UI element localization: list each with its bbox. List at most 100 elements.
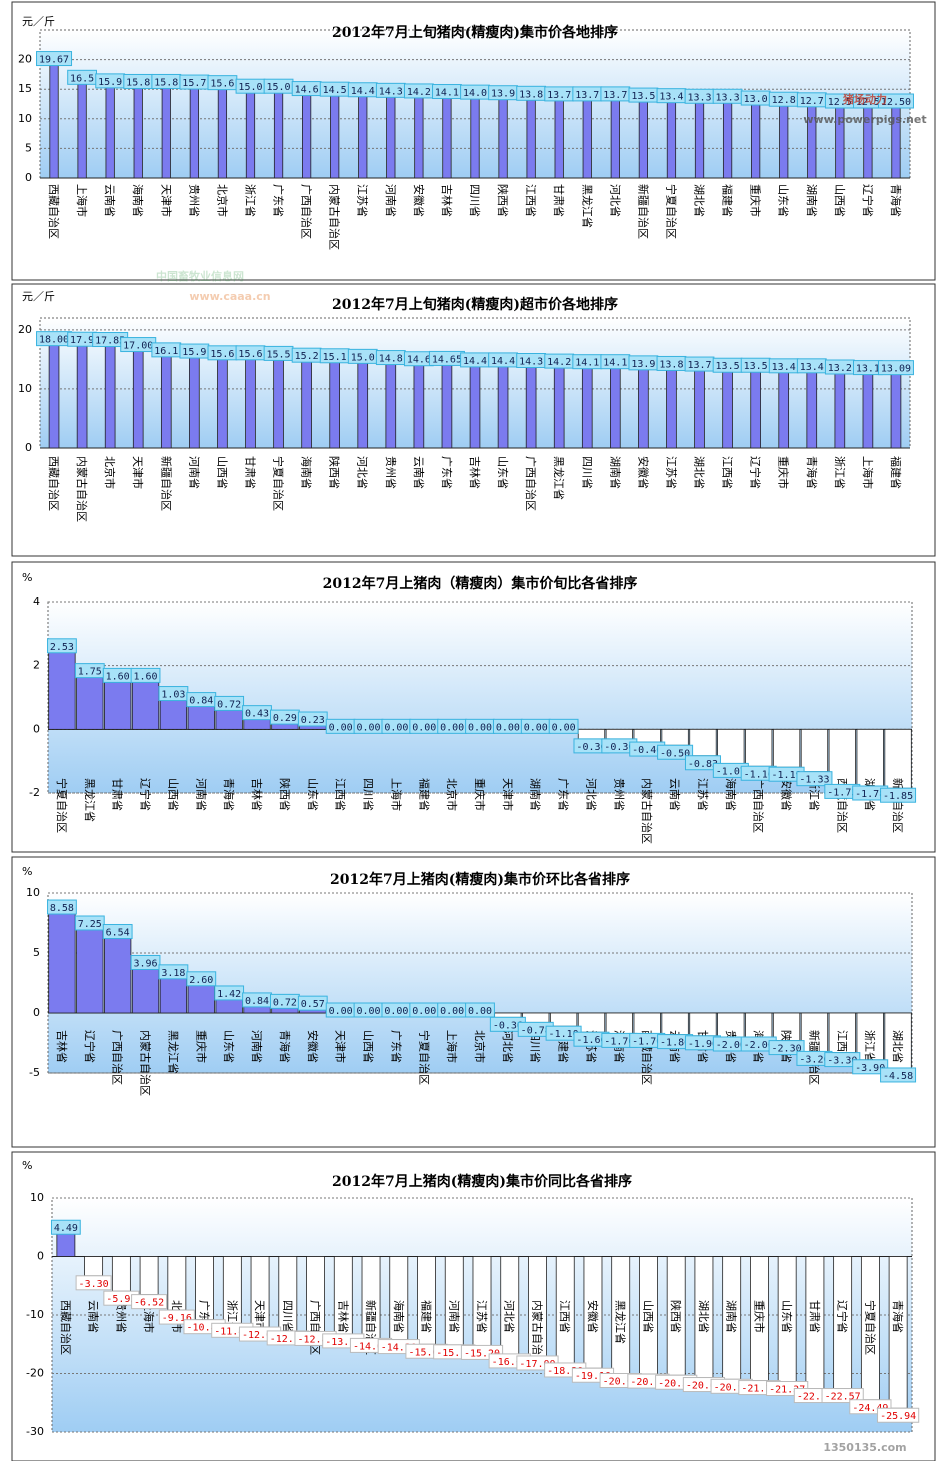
x-tick-label: 海南省 <box>724 778 738 811</box>
bar <box>442 94 452 179</box>
x-tick-label: 吉林省 <box>468 456 482 489</box>
value-label: 15.6 <box>210 349 234 360</box>
x-tick-label: 山东省 <box>496 456 509 489</box>
bar <box>554 96 564 179</box>
value-label: -0.40 <box>632 745 662 756</box>
value-label: 0.00 <box>356 722 380 733</box>
bar <box>745 728 773 767</box>
bar <box>48 909 76 1014</box>
value-label-box <box>768 1040 805 1056</box>
value-label: 6.54 <box>106 928 130 939</box>
bar <box>131 965 160 1014</box>
y-tick-label: 10 <box>26 886 40 899</box>
value-label: 13.0 <box>744 94 768 105</box>
x-tick-label: 山东省 <box>222 1030 235 1063</box>
x-tick-label: 宁夏自治区 <box>272 456 286 511</box>
bar <box>778 368 790 449</box>
y-tick-label: 15 <box>18 82 32 95</box>
value-label-box <box>36 51 73 67</box>
value-label: -1.80 <box>660 1038 690 1049</box>
bar <box>751 100 761 179</box>
y-axis-unit: 元／斤 <box>22 290 55 303</box>
value-label: -20.69 <box>686 1381 722 1392</box>
y-tick-label: 4 <box>33 595 40 608</box>
value-label: 0.00 <box>412 722 436 733</box>
value-label: -14.20 <box>381 1343 417 1354</box>
value-label: -24.49 <box>852 1403 888 1414</box>
x-tick-label: 广西自治区 <box>309 1300 323 1355</box>
value-label: -16.65 <box>492 1357 528 1368</box>
value-label: -11.42 <box>214 1326 250 1337</box>
value-label: 14.1 <box>575 358 599 369</box>
value-label: -10.80 <box>187 1323 223 1334</box>
x-tick-label: 河北省 <box>503 1300 516 1333</box>
value-label: 0.00 <box>552 722 576 733</box>
x-tick-label: 湖北省 <box>697 1300 710 1333</box>
value-label: -13.23 <box>325 1337 361 1348</box>
bar <box>666 366 677 449</box>
value-label: 14.1 <box>603 358 627 369</box>
value-label: 13.5 <box>744 361 768 372</box>
x-tick-label: 湖南省 <box>529 778 542 811</box>
x-tick-label: 广西自治区 <box>111 1030 125 1085</box>
bar <box>800 728 829 773</box>
x-tick-label: 广西自治区 <box>524 456 538 511</box>
value-label: 7.25 <box>78 919 102 930</box>
watermark: 中国畜牧业信息网 <box>156 269 244 283</box>
x-tick-label: 青海省 <box>891 1300 905 1333</box>
value-label-box <box>130 954 161 970</box>
bar <box>553 363 565 449</box>
value-label: -12.81 <box>297 1334 333 1345</box>
value-label: 0.00 <box>440 1006 464 1017</box>
value-label-box <box>75 1275 112 1291</box>
x-tick-label: 江西省 <box>334 778 347 811</box>
x-tick-label: 陕西省 <box>669 1300 683 1333</box>
x-tick-label: 云南省 <box>412 456 425 489</box>
bar <box>159 974 188 1014</box>
y-axis-unit: 元／斤 <box>22 15 55 28</box>
value-label: -1.73 <box>827 787 857 798</box>
y-tick-label: 0 <box>33 722 40 735</box>
x-tick-label: 四川省 <box>362 778 375 811</box>
bar <box>800 1012 829 1052</box>
value-label: -1.78 <box>855 789 885 800</box>
x-tick-label: 安徽省 <box>306 1030 320 1063</box>
x-tick-label: 新疆自治区 <box>891 778 905 833</box>
x-tick-label: 浙江省 <box>833 456 846 489</box>
bar <box>104 342 116 449</box>
value-label-box <box>130 667 161 683</box>
bar <box>131 678 160 730</box>
value-label: -1.16 <box>744 769 774 780</box>
x-tick-label: 浙江省 <box>863 1030 876 1063</box>
bar <box>856 728 884 787</box>
bar <box>133 84 143 179</box>
value-label-box <box>796 771 833 787</box>
bar <box>525 363 537 449</box>
value-label: -1.33 <box>799 775 829 786</box>
bar <box>779 101 789 179</box>
x-tick-label: 江苏省 <box>475 1300 488 1333</box>
value-label-box <box>47 899 77 915</box>
x-tick-label: 宁夏自治区 <box>664 184 678 239</box>
value-label: -22.57 <box>825 1392 861 1403</box>
x-tick-label: 黑龙江省 <box>166 1030 179 1074</box>
value-label: 0.84 <box>245 996 269 1007</box>
value-label: -3.20 <box>799 1054 829 1065</box>
value-label: -14.00 <box>353 1341 389 1352</box>
x-tick-label: 福建省 <box>420 1300 434 1333</box>
watermark: 猪场动力 <box>842 92 887 106</box>
x-tick-label: 辽宁省 <box>139 778 153 811</box>
value-label: 15.1 <box>323 352 347 363</box>
value-label: -9.16 <box>162 1313 192 1324</box>
value-label: 18.00 <box>39 335 69 346</box>
value-label: 15.9 <box>182 347 206 358</box>
value-label: -2.00 <box>716 1040 746 1051</box>
value-label: 15.6 <box>210 79 234 90</box>
x-tick-label: 北京市 <box>473 1030 487 1063</box>
value-label: 19.67 <box>39 55 69 66</box>
x-tick-label: 河北省 <box>608 184 621 217</box>
x-tick-label: 湖南省 <box>805 184 818 217</box>
bar <box>329 358 340 449</box>
bar <box>522 1012 550 1023</box>
x-tick-label: 吉林省 <box>440 184 454 217</box>
